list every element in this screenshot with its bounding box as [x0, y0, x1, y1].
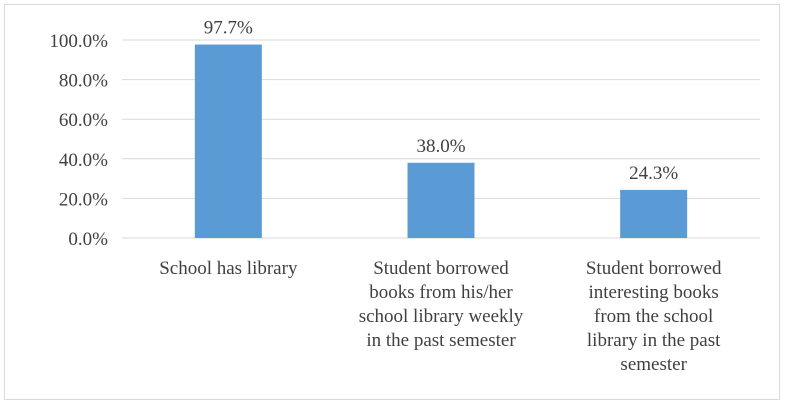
category-label: Student borrowed interesting books from th… — [586, 258, 722, 375]
y-tick-label: 20.0% — [59, 189, 108, 210]
bar — [620, 189, 688, 238]
y-tick-label: 100.0% — [49, 31, 108, 52]
data-label: 38.0% — [416, 136, 465, 157]
bars — [194, 44, 688, 238]
category-label: Student borrowed books from his/her school… — [359, 258, 524, 351]
x-axis-categories: School has library Student borrowed books … — [159, 258, 722, 375]
bar — [407, 162, 475, 238]
bar — [194, 44, 262, 238]
data-label: 24.3% — [629, 163, 678, 184]
y-tick-label: 0.0% — [68, 229, 108, 250]
data-label: 97.7% — [204, 18, 253, 39]
category-label: School has library — [159, 258, 298, 279]
y-axis-ticks: 0.0% 20.0% 40.0% 60.0% 80.0% 100.0% — [49, 31, 108, 250]
y-tick-label: 40.0% — [59, 150, 108, 171]
y-tick-label: 80.0% — [59, 71, 108, 92]
y-tick-label: 60.0% — [59, 110, 108, 131]
data-labels: 97.7% 38.0% 24.3% — [204, 18, 679, 184]
